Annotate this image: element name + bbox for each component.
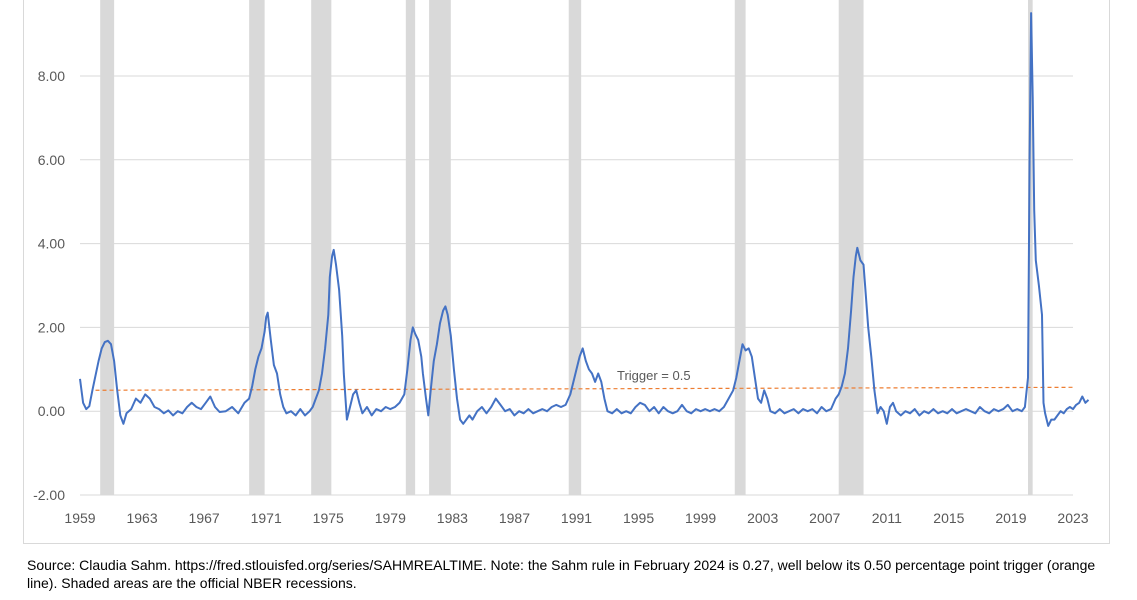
recession-band (405, 0, 416, 495)
x-tick-label: 2011 (872, 510, 902, 526)
trigger-line (95, 386, 1074, 391)
x-tick-label: 1963 (126, 510, 157, 526)
x-tick-label: 1979 (375, 510, 406, 526)
x-tick-label: 1991 (561, 510, 592, 526)
chart-frame (23, 0, 1110, 544)
y-tick-label: 0.00 (38, 403, 65, 419)
x-tick-label: 1971 (251, 510, 282, 526)
x-tick-label: 2007 (809, 510, 840, 526)
x-tick-label: 1999 (685, 510, 716, 526)
x-tick-label: 2023 (1057, 510, 1088, 526)
source-note: Source: Claudia Sahm. https://fred.stlou… (27, 557, 1096, 591)
recession-band (429, 0, 451, 495)
recession-band (100, 0, 115, 495)
y-tick-label: 8.00 (38, 68, 65, 84)
y-tick-label: 4.00 (38, 236, 65, 252)
recession-band (311, 0, 332, 495)
recession-bands (100, 0, 1033, 495)
x-tick-label: 1995 (623, 510, 654, 526)
x-tick-label: 1987 (499, 510, 530, 526)
x-tick-label: 1983 (437, 510, 468, 526)
x-tick-label: 1975 (313, 510, 344, 526)
x-tick-label: 2015 (933, 510, 964, 526)
recession-band (734, 0, 746, 495)
trigger-label: Trigger = 0.5 (617, 368, 691, 383)
x-tick-labels: 1959 1963 1967 1971 1975 1979 1983 1987 1991 1995… (64, 510, 1088, 526)
recession-band (838, 0, 864, 495)
recession-band (249, 0, 265, 495)
y-tick-label: -2.00 (33, 487, 65, 503)
x-tick-label: 1959 (64, 510, 95, 526)
y-tick-label: 6.00 (38, 152, 65, 168)
sahm-rule-line (79, 12, 1090, 427)
x-tick-label: 2003 (747, 510, 778, 526)
trigger-line-group: Trigger = 0.5 (95, 368, 1074, 391)
y-tick-label: 2.00 (38, 319, 65, 335)
series-lines (79, 12, 1090, 427)
x-tick-label: 2019 (995, 510, 1026, 526)
x-tick-label: 1967 (189, 510, 220, 526)
chart: Trigger = 0.5 -2.000.002.004.006.008.00 … (33, 0, 1090, 526)
recession-band (1028, 0, 1033, 495)
recession-band (568, 0, 582, 495)
y-tick-labels: -2.00 0.00 2.00 4.00 6.00 8.00 (33, 68, 65, 503)
